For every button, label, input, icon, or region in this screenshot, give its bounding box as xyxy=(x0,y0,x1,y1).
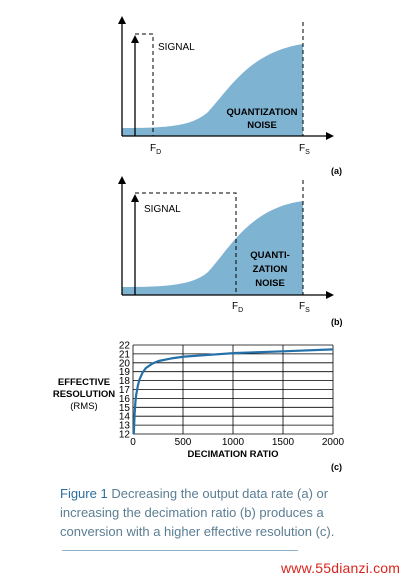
y-tick-label: 19 xyxy=(119,367,131,378)
panel-a-tag: (a) xyxy=(331,166,342,176)
noise-label-line1: QUANTIZATION xyxy=(226,107,297,118)
noise-label-line2: NOISE xyxy=(247,120,277,131)
watermark: www.55dianzi.com xyxy=(281,560,401,576)
fd-label: FD xyxy=(232,301,243,314)
chart-grid xyxy=(132,344,334,435)
caption-rule xyxy=(62,550,298,551)
panel-b-tag: (b) xyxy=(331,317,343,327)
quantization-noise-area xyxy=(122,44,303,136)
panel-c-tag: (c) xyxy=(331,462,342,472)
figure-caption: Figure 1 Decreasing the output data rate… xyxy=(60,484,360,541)
noise-label-line1: QUANTI- xyxy=(250,250,290,261)
y-tick-label: 13 xyxy=(119,421,131,432)
y-tick-label: 17 xyxy=(119,385,131,396)
signal-label: SIGNAL xyxy=(144,204,181,215)
y-tick-label: 14 xyxy=(119,412,131,423)
signal-label: SIGNAL xyxy=(158,42,195,53)
noise-label-line2: ZATION xyxy=(253,264,288,275)
x-tick-label: 1000 xyxy=(222,437,245,448)
fs-label: FS xyxy=(299,143,310,156)
y-tick-label: 18 xyxy=(119,376,131,387)
panel-b: SIGNAL QUANTI- ZATION NOISE FD FS (b) xyxy=(118,176,343,327)
y-tick-label: 12 xyxy=(119,430,131,441)
x-tick-labels: 0 500 1000 1500 2000 xyxy=(130,437,344,448)
y-tick-label: 20 xyxy=(119,358,131,369)
signal-band-dashed xyxy=(135,192,237,295)
panel-a: SIGNAL QUANTIZATION NOISE FD FS (a) xyxy=(118,16,342,176)
x-tick-label: 1500 xyxy=(272,437,295,448)
x-tick-label: 0 xyxy=(130,437,136,448)
figure-label: Figure 1 xyxy=(60,486,108,501)
fs-label: FS xyxy=(299,301,310,314)
y-tick-label: 21 xyxy=(119,349,131,360)
y-tick-label: 15 xyxy=(119,403,131,414)
quantization-noise-area xyxy=(122,201,303,295)
x-tick-label: 500 xyxy=(175,437,192,448)
x-axis-label: DECIMATION RATIO xyxy=(188,449,279,460)
fd-label: FD xyxy=(150,143,161,156)
chart-series xyxy=(132,348,334,435)
resolution-curve xyxy=(132,348,334,435)
noise-label-line3: NOISE xyxy=(255,278,285,289)
x-tick-label: 2000 xyxy=(322,437,345,448)
y-axis-label-line2: RESOLUTION xyxy=(53,389,115,400)
caption-text: Decreasing the output data rate (a) or i… xyxy=(60,486,335,539)
y-tick-label: 16 xyxy=(119,394,131,405)
y-axis-label-line3: (RMS) xyxy=(70,401,97,412)
y-axis-label-line1: EFFECTIVE xyxy=(58,377,110,388)
signal-band-dashed xyxy=(135,33,154,136)
y-tick-label: 22 xyxy=(119,341,131,352)
